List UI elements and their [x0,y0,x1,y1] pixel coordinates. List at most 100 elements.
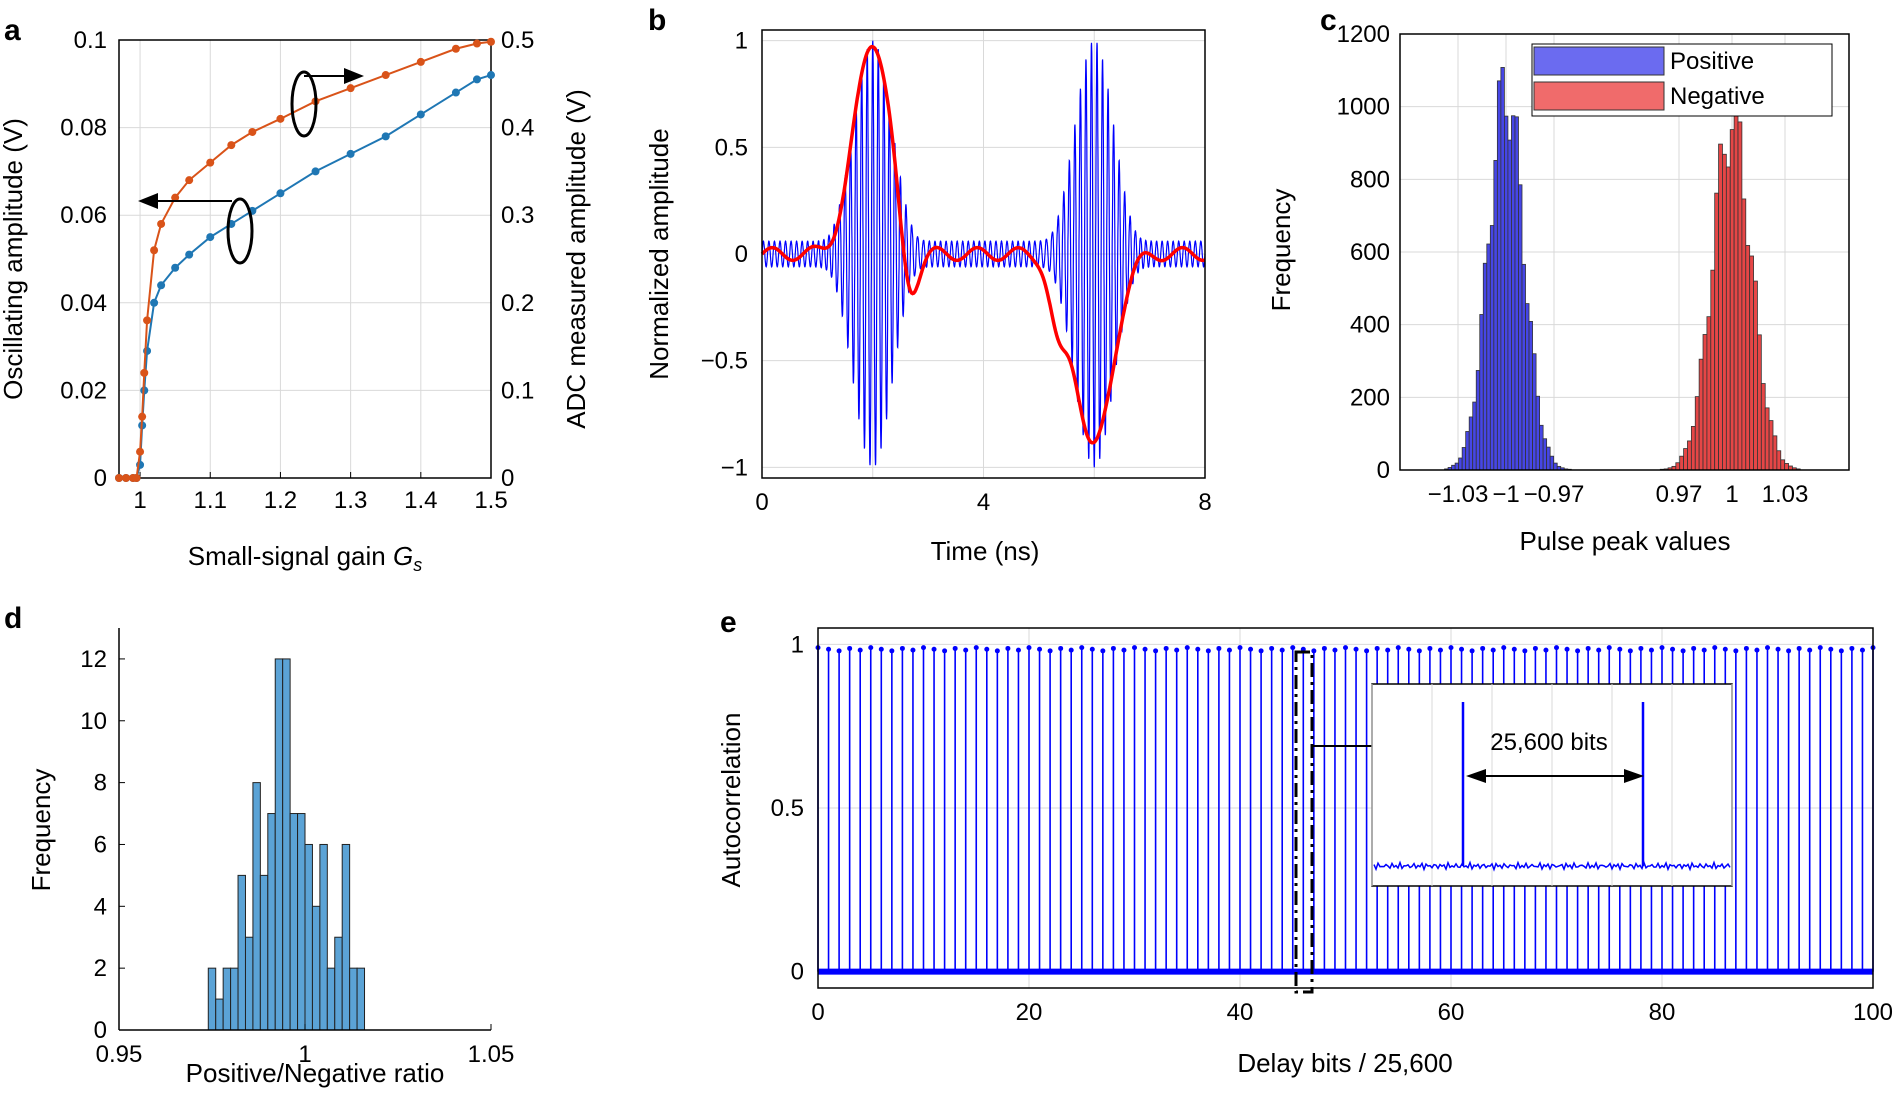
panel-label-b: b [648,4,666,37]
inset-noise-line [1373,860,1731,872]
peak-marker [973,645,979,651]
legend-label-negative: Negative [1670,83,1765,110]
data-point [311,167,320,176]
panel-a-ylabel: Oscillating amplitude (V) [0,118,28,400]
data-point [136,447,145,456]
data-point [143,316,152,325]
peak-marker [1321,645,1327,651]
histogram-bar [1764,407,1770,471]
panel-a-frame [118,39,492,479]
legend-label-positive: Positive [1670,48,1754,75]
peak-marker [1859,647,1865,653]
y-tick-label: 0 [94,465,107,492]
data-point [150,298,159,307]
peak-marker [1174,647,1180,653]
x-tick-label: 1.03 [1762,481,1809,508]
data-point [132,474,141,482]
histogram-bar [1745,245,1751,471]
peak-marker [1142,646,1148,652]
data-point [185,176,194,185]
peak-marker [1184,645,1190,651]
peak-marker [1100,648,1106,654]
legend: Positive Negative [1531,43,1833,117]
data-point [227,141,236,150]
peak-marker [836,648,842,654]
x-tick-label: 0 [755,489,768,516]
data-point [346,149,355,158]
peak-marker [1015,647,1021,653]
histogram-bar [1542,438,1548,471]
data-point [157,219,166,228]
x-tick-label: −1.03 [1428,481,1489,508]
y-tick-label: 0 [1377,457,1390,484]
histogram-bar [1475,370,1481,471]
panel-d-xlabel: Positive/Negative ratio [186,1058,445,1088]
peak-marker [847,645,853,651]
peak-marker [1807,647,1813,653]
y-tick-label: 200 [1350,384,1390,411]
peak-marker [1522,648,1528,654]
histogram-bar [1479,314,1484,471]
y-tick-label: 4 [94,893,107,920]
y-tick-label: 600 [1350,239,1390,266]
histogram-bar [1458,457,1463,471]
histogram-bar [1486,243,1491,471]
peak-marker [1543,647,1549,653]
inset-label: 25,600 bits [1490,729,1607,756]
y-tick-label: 0.1 [74,27,107,54]
x-tick-label: 20 [1016,999,1043,1026]
panel-e: e 0 20 40 60 80 100 0 0.5 1 25,600 bits Delay bi… [716,606,1893,1078]
histogram-bar [1511,115,1516,471]
x-tick-label: 80 [1649,999,1676,1026]
data-point [122,474,131,482]
peak-marker [1638,645,1644,651]
histogram-bar [230,967,239,1031]
data-point [276,114,285,123]
histogram-bar [1690,425,1696,471]
histogram-bar [1725,166,1731,471]
peak-marker [1416,648,1422,654]
data-point [346,84,355,93]
peak-marker [1511,646,1517,652]
histogram-bar [1737,121,1743,471]
peak-marker [1374,645,1380,651]
data-point [140,368,149,377]
histogram-bar [274,658,284,1031]
envelope-line [760,44,1206,445]
histogram-bar [1461,447,1467,471]
arrow-left-axis [138,193,254,265]
histogram-bar [1493,160,1498,471]
peak-marker [1712,645,1718,651]
data-point [381,71,390,80]
peak-marker [921,645,926,651]
x-tick-label: 1.4 [404,487,437,514]
data-point [150,246,159,255]
histogram-bar [1514,116,1519,471]
histogram-bar [1772,435,1778,471]
histogram-bar [1528,320,1533,471]
histogram-bar [1784,463,1789,471]
peak-marker [1353,646,1359,652]
y-tick-label: 0.06 [60,202,107,229]
histogram-bar [311,905,321,1031]
histogram-bar [1780,459,1786,471]
x-tick-label: 1 [1725,481,1738,508]
histogram-bar [326,967,336,1031]
y-tick-label: 12 [80,646,107,673]
histogram-bar [215,998,224,1031]
histogram-bar [1546,446,1551,471]
histogram-bar [356,967,366,1031]
peak-marker [1691,645,1697,651]
panel-a: a 1 1.1 1.2 1.3 1.4 1.500.020.040.060.080.100… [0,14,591,575]
peak-marker [1248,646,1254,652]
x-tick-label: 0.95 [96,1041,143,1068]
panel-c-xlabel: Pulse peak values [1519,526,1730,556]
peak-marker [1575,648,1581,654]
y-tick-label: 8 [94,770,107,797]
y-right-tick-label: 0.1 [501,377,534,404]
peak-marker [1765,645,1770,651]
data-point [472,75,481,84]
histogram-bar [1698,358,1704,471]
x-tick-label: 0 [811,999,824,1026]
y-tick-label: 0 [94,1017,107,1044]
